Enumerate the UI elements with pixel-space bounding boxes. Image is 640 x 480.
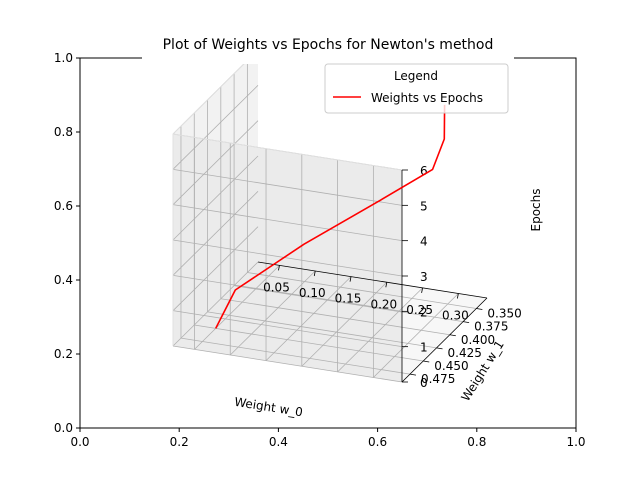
grid-x-floor (194, 265, 280, 350)
grid-z-left (172, 261, 259, 347)
z-tick-label: 2 (420, 305, 428, 319)
y-tick (409, 373, 417, 376)
z-axis-label: Epochs (529, 189, 543, 232)
grid-z-back (172, 204, 403, 242)
grid-x-floor (301, 281, 388, 367)
x-tick-label: 0.10 (299, 286, 326, 300)
chart-title: Plot of Weights vs Epochs for Newton's m… (163, 37, 494, 53)
legend-title: Legend (394, 69, 438, 83)
grid-z-left (172, 226, 259, 311)
grid-z-left (172, 191, 259, 276)
y-tick (423, 360, 430, 363)
grid-z-back (172, 345, 403, 383)
y-tick-label: 0.375 (474, 320, 508, 334)
grid-z-back (172, 168, 403, 206)
y-tick-label: 0.475 (421, 372, 455, 386)
grid-z-back (172, 239, 403, 277)
series-layer (214, 104, 446, 329)
grid-x-floor (265, 276, 352, 361)
x-tick (385, 282, 388, 288)
outer-y-tick-label: 0.4 (54, 273, 73, 287)
outer-x-tick-label: 0.2 (170, 435, 189, 449)
outer-x-tick-label: 0.8 (467, 435, 486, 449)
y-tick-label: 0.400 (461, 333, 495, 347)
x-tick (278, 265, 280, 271)
grid-z-back (172, 274, 403, 312)
grid-z-left (172, 155, 259, 241)
legend-entry: Weights vs Epochs (371, 91, 483, 105)
grid-y-floor (220, 298, 450, 336)
y-tick (436, 347, 443, 350)
grid-x-floor (229, 270, 316, 356)
axes-3d-edges (172, 49, 488, 383)
grid-y-floor (234, 285, 464, 323)
outer-y-tick-label: 1.0 (54, 51, 73, 65)
x-tick (349, 276, 352, 282)
axes-3d-grid (172, 49, 477, 383)
grid-y-floor (247, 272, 477, 309)
y-tick (463, 321, 470, 324)
grid-x-floor (337, 287, 423, 373)
pane-edge-top-back (172, 133, 403, 171)
z-tick-label: 4 (420, 235, 428, 249)
legend-box (324, 63, 509, 114)
outer-y-tick-label: 0.8 (54, 125, 73, 139)
y-tick (449, 334, 456, 337)
axes-3d-ticks: 0.05 0.10 0.15 0.20 0.25 0.30 0.3500.3750.4000… (263, 164, 522, 390)
outer-y-tick-label: 0.0 (54, 421, 73, 435)
x-axis-line (257, 261, 488, 299)
x-tick (456, 293, 459, 299)
grid-z-left (172, 120, 259, 205)
outer-y-tick-label: 0.2 (54, 347, 73, 361)
x-tick-label: 0.25 (406, 303, 433, 317)
x-tick (421, 287, 423, 293)
x-tick-label: 0.05 (263, 280, 290, 294)
grid-y-floor (194, 324, 424, 362)
z-tick-label: 5 (420, 199, 428, 213)
x-tick-label: 0.20 (370, 297, 397, 311)
grid-y-floor (207, 311, 437, 349)
outer-x-tick-label: 0.6 (368, 435, 387, 449)
grid-z-left (172, 85, 259, 170)
axes-3d: 0.05 0.10 0.15 0.20 0.25 0.30 0.3500.3750.4000… (172, 49, 522, 390)
y-tick-label: 0.425 (448, 346, 482, 360)
x-tick-label: 0.15 (335, 292, 362, 306)
z-tick-label: 3 (420, 270, 428, 284)
y-tick-label: 0.350 (487, 307, 521, 321)
outer-x-tick-label: 0.0 (70, 435, 89, 449)
outer-y-tick-label: 0.6 (54, 199, 73, 213)
x-tick-label: 0.30 (442, 309, 469, 323)
grid-z-back (172, 310, 403, 348)
grid-x-floor (373, 293, 459, 378)
outer-x-tick-label: 0.4 (269, 435, 288, 449)
series-line (214, 104, 446, 329)
title-background (142, 50, 514, 64)
y-tick (476, 308, 483, 310)
y-tick-label: 0.450 (434, 359, 468, 373)
legend: Legend Weights vs Epochs (324, 63, 509, 114)
y-axis-line (401, 297, 488, 383)
x-tick (313, 270, 316, 277)
z-tick-label: 1 (420, 341, 428, 355)
outer-axes-ticks: 0.0 0.2 0.4 0.6 0.8 1.0 0.0 0.2 0.4 0.6 0.8 1.0 (54, 51, 586, 449)
z-tick-label: 6 (420, 164, 428, 178)
grid-y-floor (180, 337, 411, 375)
outer-x-tick-label: 1.0 (566, 435, 585, 449)
z-tick-label: 0 (420, 376, 428, 390)
